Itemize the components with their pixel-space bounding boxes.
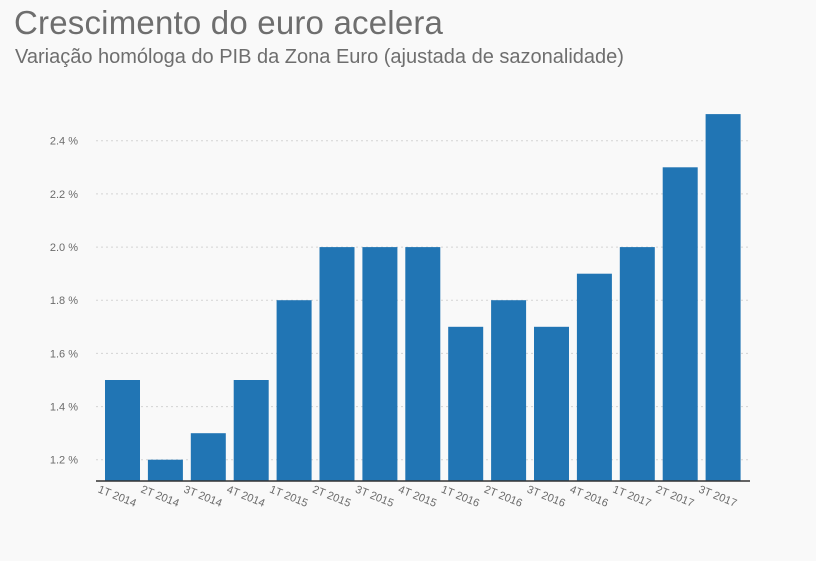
y-tick-label: 2.4 % [50, 136, 78, 148]
y-tick-label: 1.4 % [50, 402, 78, 414]
bar [534, 326, 569, 481]
y-tick-label: 2.0 % [50, 242, 78, 254]
y-tick-label: 1.8 % [50, 295, 78, 307]
bar [190, 433, 226, 481]
x-tick-label: 4T 2014 [225, 484, 267, 510]
x-tick-label: 1T 2016 [439, 484, 481, 510]
x-tick-label: 1T 2015 [268, 484, 310, 510]
chart-subtitle: Variação homóloga do PIB da Zona Euro (a… [15, 46, 624, 68]
x-tick-label: 3T 2014 [182, 484, 224, 510]
x-tick-label: 2T 2017 [654, 484, 696, 510]
chart-title: Crescimento do euro acelera [14, 4, 444, 41]
x-tick-label: 3T 2015 [354, 484, 396, 510]
bar [619, 247, 655, 481]
x-tick-label: 1T 2017 [611, 484, 653, 510]
x-tick-label: 1T 2014 [96, 484, 138, 510]
bar [105, 380, 140, 481]
y-tick-label: 1.6 % [50, 348, 78, 360]
x-tick-label: 2T 2014 [139, 484, 181, 510]
x-tick-label: 3T 2016 [525, 484, 567, 510]
y-axis-ticks: 1.2 % 1.4 % 1.6 % 1.8 % 2.0 % 2.2 % 2.4 % [50, 136, 78, 467]
y-tick-label: 1.2 % [50, 455, 78, 467]
x-tick-label: 4T 2016 [568, 484, 610, 510]
x-tick-label: 3T 2017 [697, 484, 739, 510]
x-tick-label: 4T 2015 [396, 484, 438, 510]
bar [576, 273, 612, 481]
bar [276, 300, 312, 481]
bar [233, 380, 269, 481]
bar [662, 167, 698, 482]
bar [705, 114, 741, 481]
x-tick-label: 2T 2016 [482, 484, 524, 510]
bar [405, 247, 441, 481]
y-tick-label: 2.2 % [50, 189, 78, 201]
bar [491, 300, 527, 481]
x-tick-label: 2T 2015 [311, 484, 353, 510]
bars [105, 114, 741, 482]
x-axis-labels: 1T 2014 2T 2014 3T 2014 4T 2014 1T 2015 2T 20… [96, 484, 738, 510]
bar [147, 459, 183, 481]
bar [362, 247, 398, 481]
bar [319, 247, 355, 481]
bar [448, 326, 484, 481]
